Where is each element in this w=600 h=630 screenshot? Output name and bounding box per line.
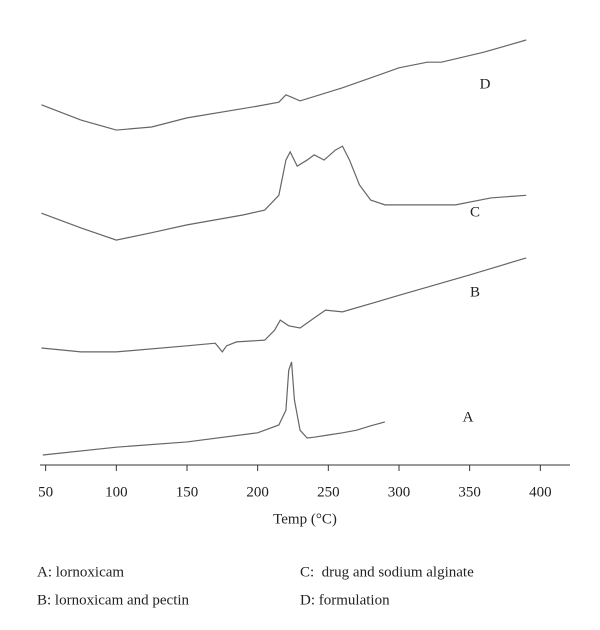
x-tick-label: 200 [246,484,269,500]
x-tick-label: 300 [388,484,411,500]
x-axis-label: Temp (°C) [273,511,337,527]
x-tick-label: 50 [38,484,53,500]
x-tick-label: 100 [105,484,128,500]
legend-entry: C: drug and sodium alginate [300,564,474,580]
curve-label: B [470,284,480,300]
curve-label: C [470,204,480,220]
curve [41,257,527,353]
x-tick-label: 250 [317,484,340,500]
curve [41,39,527,131]
legend-entry: A: lornoxicam [37,564,124,580]
legend-entry: D: formulation [300,592,390,608]
x-tick-label: 400 [529,484,552,500]
curve-label: A [463,409,474,425]
curve [41,145,527,241]
curve-label: D [480,76,491,92]
x-tick-label: 150 [176,484,199,500]
legend-entry: B: lornoxicam and pectin [37,592,190,608]
curve [42,361,386,456]
x-tick-label: 350 [458,484,481,500]
